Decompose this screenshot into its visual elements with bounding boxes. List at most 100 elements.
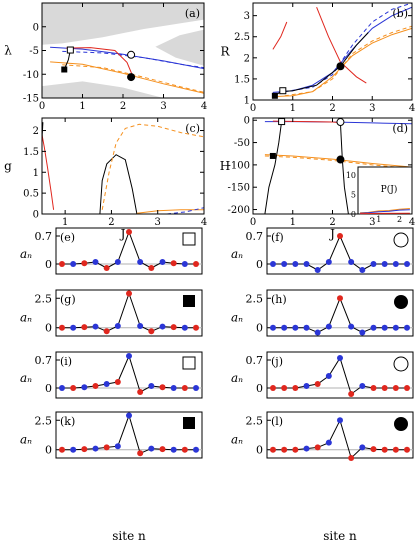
x-tick-label: 2: [329, 103, 335, 114]
marker-open-circle: [127, 50, 136, 59]
site-point: [359, 444, 366, 451]
site-point: [70, 324, 77, 331]
series-black-solid: [264, 121, 283, 214]
site-point: [59, 385, 65, 391]
plot-area: [264, 118, 412, 214]
site-point: [303, 383, 310, 389]
marker-filled-circle: [394, 417, 408, 431]
panel-label: (d): [392, 122, 408, 135]
y-axis-label: aₙ: [20, 247, 32, 261]
site-point: [81, 384, 88, 391]
marker-open-square: [279, 87, 287, 95]
inset-frame: [357, 166, 413, 215]
site-point: [81, 324, 88, 331]
series-blue-dashed: [62, 50, 204, 69]
site-point: [381, 324, 388, 331]
profile-frame: [55, 411, 203, 459]
x-tick-label: 4: [409, 217, 415, 228]
marker-filled-circle: [394, 295, 408, 309]
site-point: [193, 446, 199, 453]
site-point: [337, 355, 343, 361]
site-point: [181, 385, 188, 391]
x-tick-label: 1: [290, 103, 296, 114]
panel-label: (f): [271, 231, 284, 244]
site-point: [170, 446, 177, 453]
site-point: [404, 261, 410, 267]
plot-area: [271, 3, 412, 99]
profile-j: 0.7 0 aₙ (j): [231, 351, 414, 399]
site-point: [370, 385, 377, 391]
site-point: [181, 324, 188, 331]
site-point: [181, 261, 188, 267]
y-tick-label: 1: [33, 168, 39, 179]
site-point: [103, 265, 110, 271]
marker-open-circle: [393, 356, 409, 372]
x-tick-label: 0: [250, 103, 256, 114]
y-tick-label: 0.5: [23, 189, 39, 200]
series-black-solid: [99, 154, 138, 214]
site-point: [325, 259, 332, 265]
y-tick-label: 2.5: [246, 414, 264, 427]
panel-b: 0 1 2 3 411.522.53 (b)R: [220, 2, 415, 114]
y-tick-label: 0: [256, 444, 263, 457]
site-point: [392, 446, 399, 453]
panel-d: 0 1 2 3 4 -200 -150 -100 -50 0 (d) H J 0 5 10 1 2 P(J): [220, 116, 415, 241]
site-point: [325, 323, 332, 330]
site-point: [381, 261, 388, 267]
series-orange-solid: [272, 27, 412, 98]
y-axis-label: R: [220, 45, 230, 59]
profile-line: [273, 418, 407, 459]
series-black-solid: [339, 122, 349, 214]
y-tick-label: 2.5: [35, 414, 53, 427]
site-point: [137, 389, 144, 395]
site-point: [159, 323, 166, 330]
site-point: [126, 412, 132, 419]
y-tick-label: 1: [244, 96, 250, 107]
site-point: [137, 322, 144, 329]
y-tick-label: 2: [33, 126, 39, 137]
site-point: [348, 259, 355, 265]
profile-frame: [55, 227, 203, 275]
site-point: [348, 455, 355, 461]
y-axis-label: H: [220, 159, 230, 173]
site-point: [314, 381, 321, 387]
y-tick-label: -200: [228, 205, 250, 216]
site-point: [92, 445, 99, 452]
site-point: [392, 324, 399, 331]
site-point: [359, 383, 366, 389]
panel-label: (b): [392, 7, 408, 20]
inset-y-tick-label: 10: [346, 171, 356, 180]
site-point: [114, 443, 121, 450]
site-point: [359, 267, 366, 273]
y-tick-label: 1.5: [234, 74, 250, 85]
site-point: [70, 385, 77, 391]
site-point: [193, 385, 199, 391]
site-point: [114, 379, 121, 385]
marker-open-circle: [336, 118, 345, 127]
profile-k: 2.5 0 aₙ (k): [20, 411, 203, 459]
site-point: [126, 353, 132, 359]
site-point: [281, 261, 288, 267]
x-tick-label: 2: [120, 101, 126, 112]
axes-frame: [252, 2, 413, 101]
x-tick-label: 1: [79, 101, 85, 112]
site-point: [193, 324, 199, 331]
site-point: [292, 261, 299, 267]
spectrum-band: [155, 29, 204, 66]
panel-a: 0 1 2 3 4 -15 -10 -5 0 (a) λ: [4, 2, 207, 112]
site-point: [292, 385, 299, 391]
y-tick-label: 0: [45, 322, 52, 335]
site-point: [126, 229, 132, 235]
inset-series-blue: [360, 209, 410, 214]
marker-filled-circle: [127, 73, 136, 82]
site-point: [348, 391, 355, 397]
site-point: [193, 261, 199, 267]
spectrum-band: [42, 3, 204, 45]
x-tick-label: 2: [108, 217, 114, 228]
inset: 0 5 10 1 2 P(J): [346, 166, 413, 224]
profile-frame: [266, 411, 414, 459]
site-point: [137, 450, 144, 457]
inset-label: P(J): [381, 184, 398, 195]
y-axis-label: aₙ: [231, 310, 243, 324]
site-point: [159, 446, 166, 453]
